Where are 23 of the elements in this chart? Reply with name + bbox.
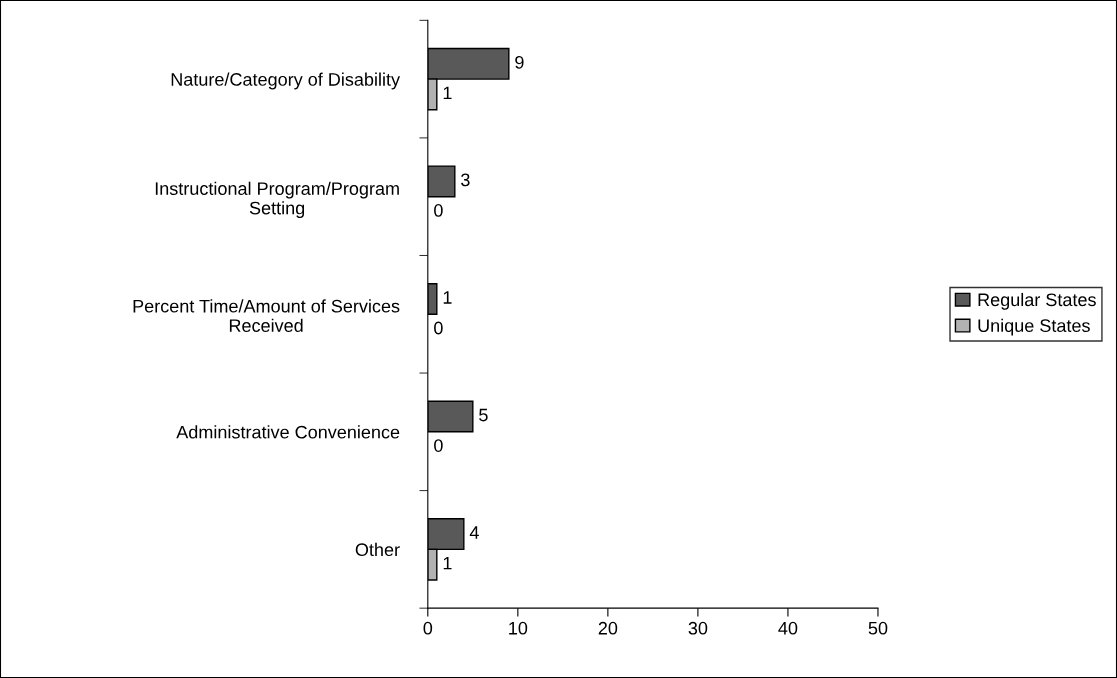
- data-label: 9: [515, 55, 524, 69]
- x-tick-label: 0: [423, 621, 433, 635]
- x-tick-label: 20: [598, 621, 618, 635]
- y-tick-label: Percent Time/Amount of Services Received: [133, 299, 400, 333]
- x-tick-label: 50: [868, 621, 888, 635]
- data-label: 3: [461, 173, 470, 187]
- x-tick-label: 10: [509, 621, 528, 635]
- y-tick-label: Instructional Program/Program Setting: [155, 181, 399, 219]
- y-tick-label: Nature/Category of Disability: [171, 72, 401, 90]
- data-label: 1: [443, 86, 452, 100]
- data-label: 0: [434, 321, 443, 335]
- data-label: 0: [434, 439, 443, 452]
- legend-label: Regular States: [978, 292, 1096, 310]
- data-label: 0: [434, 204, 443, 217]
- legend-label: Unique States: [978, 318, 1090, 336]
- y-tick-label: Administrative Convenience: [176, 425, 400, 439]
- data-label: 1: [443, 291, 452, 304]
- x-tick-label: 40: [778, 621, 798, 635]
- data-label: 5: [479, 408, 488, 422]
- y-tick-label: Other: [355, 542, 400, 557]
- x-tick-label: 30: [688, 621, 708, 635]
- data-label: 4: [469, 526, 479, 539]
- data-label: 1: [443, 556, 452, 570]
